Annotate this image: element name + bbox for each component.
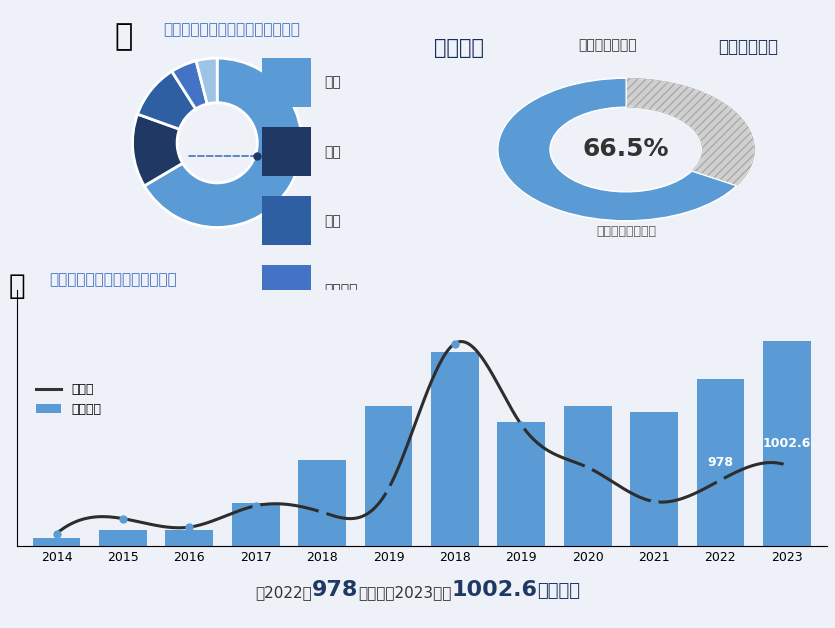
Text: 1002.6: 1002.6 (762, 437, 811, 450)
Bar (564, 406, 611, 546)
Wedge shape (138, 72, 195, 129)
Text: 其他: 其他 (324, 352, 341, 366)
Wedge shape (144, 58, 301, 227)
Legend: 增长率, 市场规模: 增长率, 市场规模 (31, 379, 106, 421)
Text: 亚太市场份额占比: 亚太市场份额占比 (596, 225, 656, 239)
Text: 是工业阀门市场: 是工业阀门市场 (578, 38, 636, 52)
Text: 亚太: 亚太 (324, 75, 341, 90)
Text: 全球工业阀门覆盖范围及份额占比: 全球工业阀门覆盖范围及份额占比 (164, 23, 301, 38)
Bar (696, 379, 744, 546)
Text: 978: 978 (311, 580, 358, 600)
FancyBboxPatch shape (261, 58, 311, 107)
Text: 拉丁美洲: 拉丁美洲 (324, 283, 357, 297)
Text: 66.5%: 66.5% (583, 138, 670, 161)
Bar (763, 342, 811, 546)
Wedge shape (172, 61, 207, 109)
Text: 从2022年: 从2022年 (255, 585, 311, 600)
Bar (298, 460, 346, 546)
FancyBboxPatch shape (261, 335, 311, 384)
Bar (431, 352, 478, 546)
Wedge shape (196, 58, 217, 104)
Bar (630, 411, 678, 546)
FancyBboxPatch shape (261, 197, 311, 246)
Text: 1002.6: 1002.6 (451, 580, 537, 600)
FancyBboxPatch shape (261, 266, 311, 315)
Text: 🔍: 🔍 (114, 23, 133, 51)
Bar (365, 406, 412, 546)
Bar (99, 530, 147, 546)
Text: 978: 978 (707, 457, 733, 469)
Text: 亚太地区: 亚太地区 (433, 38, 483, 58)
Text: 🔍: 🔍 (8, 272, 25, 300)
Bar (165, 530, 213, 546)
Wedge shape (498, 78, 755, 221)
Text: 全球工业阀门市场规模浮动情况: 全球工业阀门市场规模浮动情况 (49, 272, 177, 287)
Text: 北美: 北美 (324, 214, 341, 228)
Bar (232, 503, 280, 546)
Text: 最大的地区。: 最大的地区。 (718, 38, 778, 56)
Text: 欧洲: 欧洲 (324, 144, 341, 159)
Bar (33, 538, 80, 546)
Text: 亿美元。: 亿美元。 (537, 582, 580, 600)
Text: 亿美元到2023年的: 亿美元到2023年的 (358, 585, 451, 600)
Wedge shape (133, 114, 183, 186)
Wedge shape (498, 78, 736, 221)
Bar (498, 422, 545, 546)
FancyBboxPatch shape (261, 127, 311, 176)
